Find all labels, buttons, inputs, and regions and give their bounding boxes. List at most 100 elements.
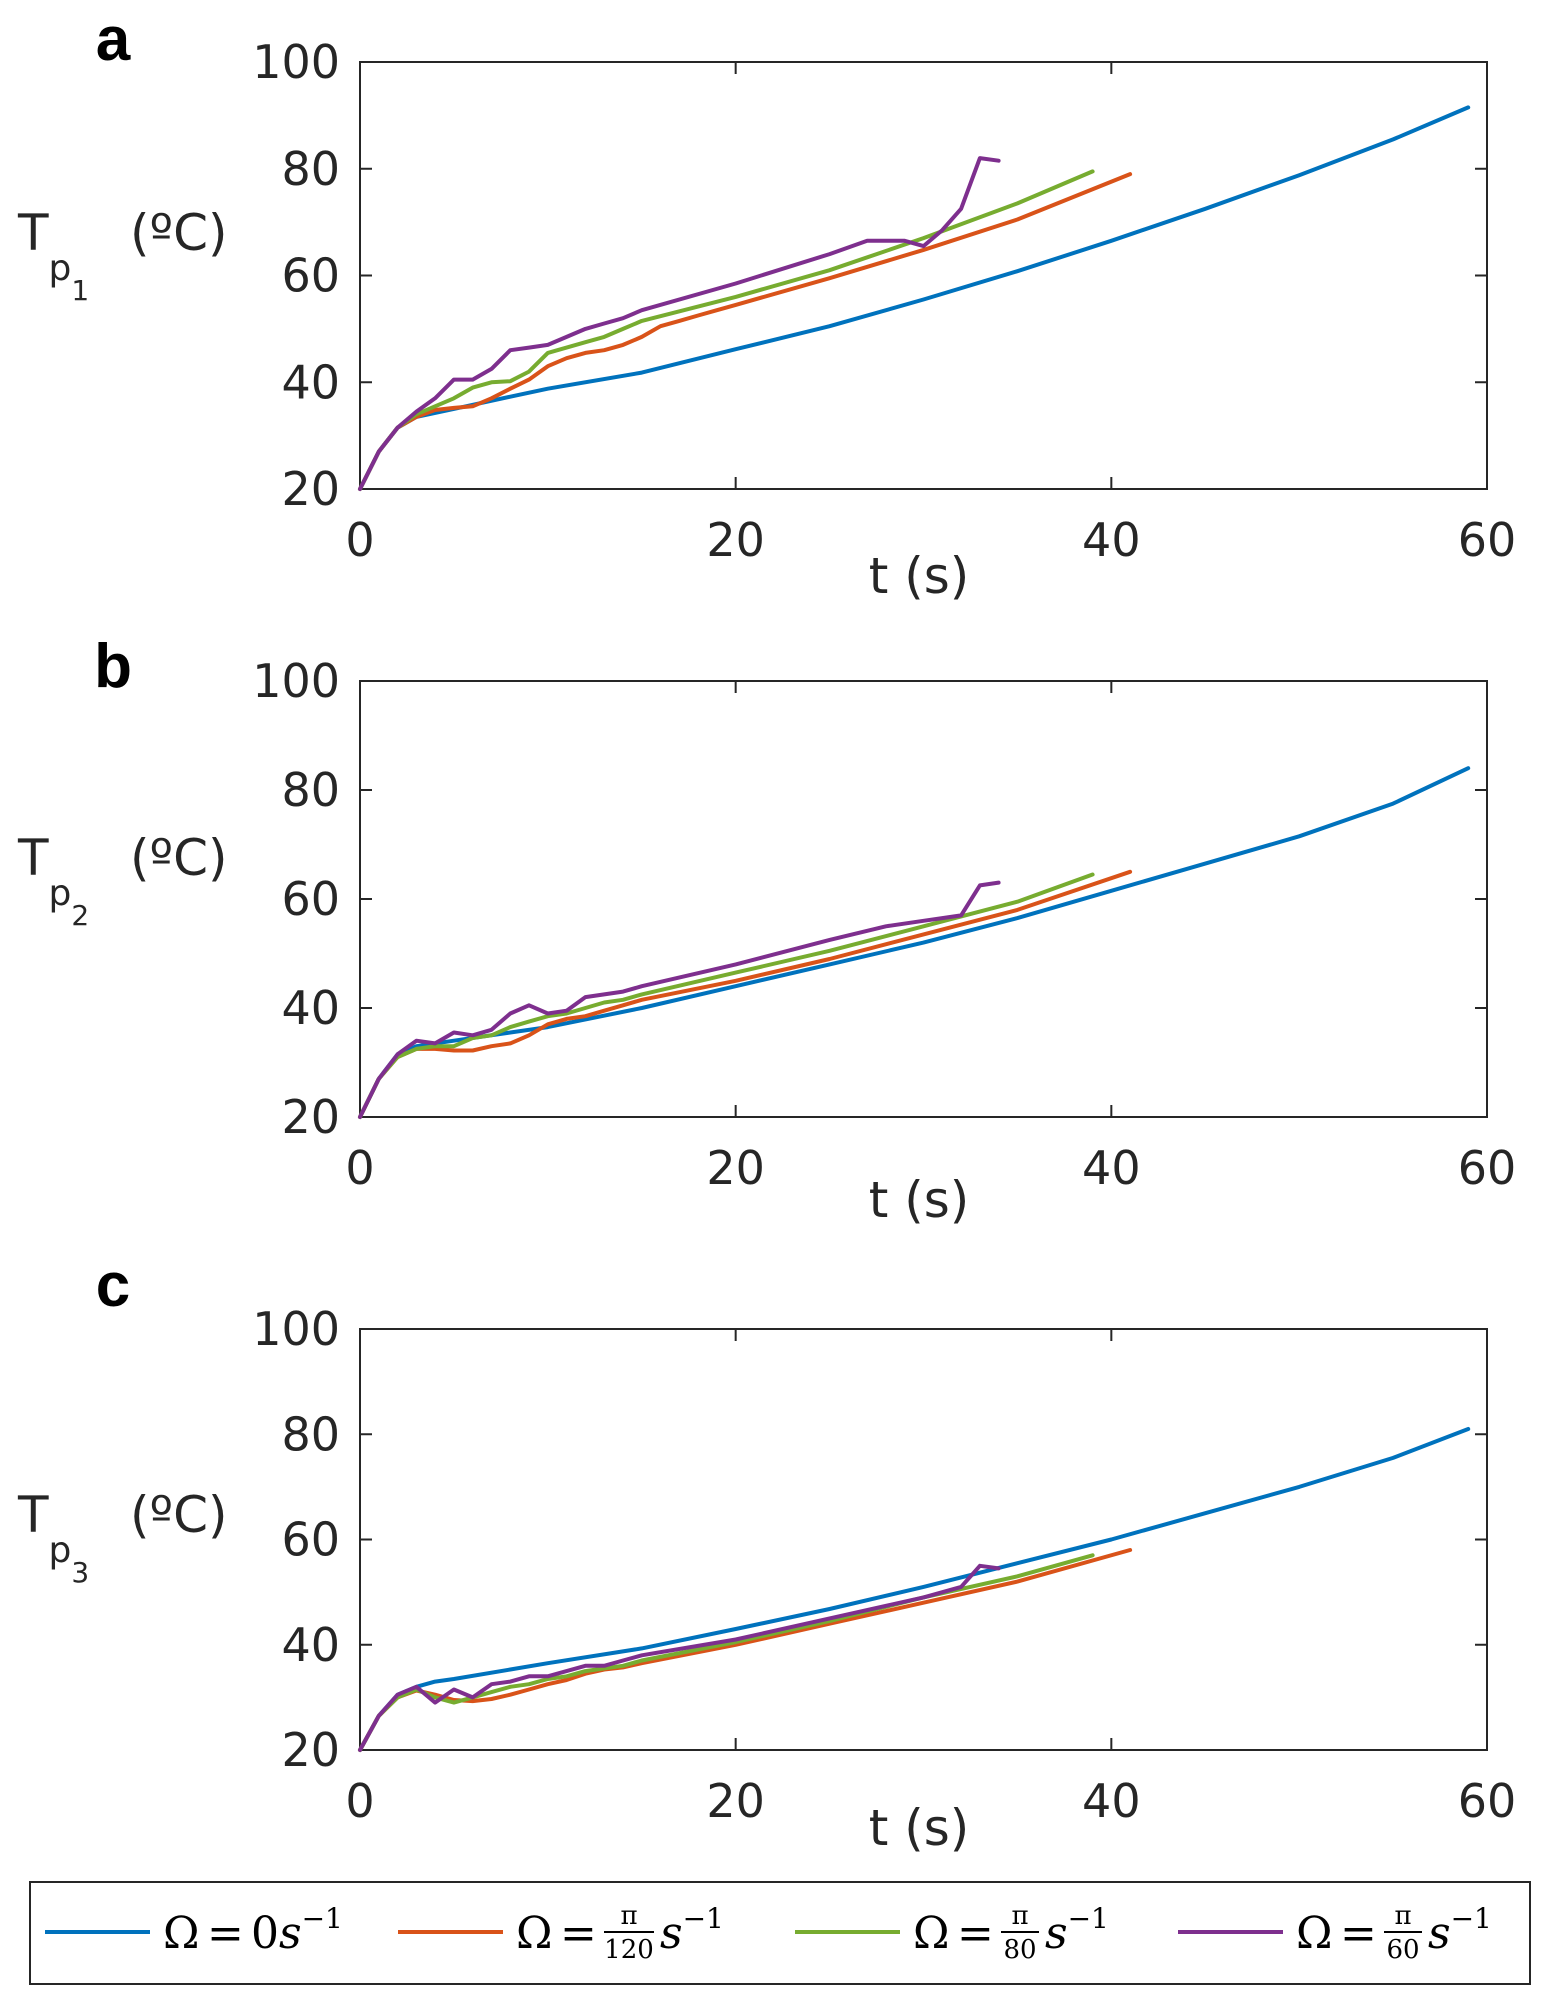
legend-fraction-denominator: 80 (1003, 1935, 1036, 1965)
x-axis-label: t (s) (869, 547, 970, 605)
legend-equals: = (560, 1908, 597, 1959)
x-tick-label: 40 (1082, 1774, 1141, 1828)
x-axis-label: t (s) (869, 1799, 970, 1857)
legend-fraction-denominator: 120 (604, 1935, 654, 1965)
x-tick-label: 0 (345, 513, 374, 567)
series-line-omega80 (358, 1553, 1095, 1752)
y-axis-label-unit: (ºC) (130, 1486, 228, 1544)
series-line-omega120 (358, 869, 1133, 1119)
legend-fraction-numerator: π (620, 1901, 637, 1931)
y-tick-label: 60 (281, 872, 340, 926)
y-axis-label-unit: (ºC) (130, 829, 228, 887)
y-tick-label: 60 (281, 249, 340, 303)
panel-letter: b (94, 632, 132, 701)
legend-equals: = (957, 1908, 994, 1959)
legend-unit-exp: −1 (1451, 1902, 1492, 1935)
y-tick-label: 40 (281, 355, 340, 409)
legend-entry-omega60: Ω = π 60 s−1 (1178, 1901, 1492, 1965)
legend-unit: s−1 (1428, 1902, 1492, 1959)
y-axis-label-subsub: 1 (71, 274, 89, 307)
legend-unit-base: s (279, 1908, 302, 1959)
y-axis-label-subsub: 2 (71, 899, 89, 932)
legend-unit-base: s (1045, 1908, 1068, 1959)
series-line-omega60 (358, 1563, 1001, 1752)
legend-unit: s−1 (1045, 1902, 1109, 1959)
legend-omega: Ω (1296, 1908, 1332, 1959)
legend-entry-omega120: Ω = π 120 s−1 (398, 1901, 724, 1965)
legend-entry-omega80: Ω = π 80 s−1 (795, 1901, 1109, 1965)
y-axis-label-sub: p (49, 248, 72, 289)
legend-unit-exp: −1 (683, 1902, 724, 1935)
y-tick-label: 80 (281, 142, 340, 196)
series-line-omega60 (358, 156, 1001, 491)
legend-equals: = (207, 1908, 244, 1959)
legend-value: 0 (251, 1908, 279, 1959)
y-axis-label-subsub: 3 (71, 1556, 89, 1589)
plot-frame (359, 61, 1488, 490)
legend-unit-base: s (660, 1908, 683, 1959)
x-tick-label: 60 (1458, 1774, 1517, 1828)
y-axis-label: Tp2 (ºC) (17, 829, 228, 932)
series-line-omega60 (358, 880, 1001, 1119)
y-axis-label: Tp3 (ºC) (17, 1486, 228, 1589)
legend-unit-exp: −1 (302, 1902, 343, 1935)
legend-fraction-numerator: π (1011, 1901, 1028, 1931)
x-tick-label: 20 (706, 513, 765, 567)
legend-equals: = (1340, 1908, 1377, 1959)
legend-unit-base: s (1428, 1908, 1451, 1959)
y-axis-label: Tp1 (ºC) (17, 204, 228, 307)
y-tick-label: 40 (281, 1618, 340, 1672)
series-line-omega80 (358, 872, 1095, 1119)
plot-frame (359, 680, 1488, 1118)
x-tick-label: 60 (1458, 1141, 1517, 1195)
legend-unit: s−1 (660, 1902, 724, 1959)
legend-unit: s−1 (279, 1902, 343, 1959)
y-tick-label: 20 (281, 462, 340, 516)
y-axis-label-main: T (17, 204, 49, 262)
x-tick-label: 20 (706, 1774, 765, 1828)
y-axis-label-unit: (ºC) (130, 204, 228, 262)
legend-fraction-denominator: 60 (1386, 1935, 1419, 1965)
x-tick-label: 60 (1458, 513, 1517, 567)
y-tick-label: 100 (252, 35, 340, 89)
panel-letter: c (96, 1251, 130, 1320)
panel-letter: a (96, 5, 131, 74)
x-tick-label: 20 (706, 1141, 765, 1195)
y-tick-label: 100 (252, 1302, 340, 1356)
y-tick-label: 100 (252, 654, 340, 708)
legend-omega: Ω (163, 1908, 199, 1959)
legend-omega: Ω (516, 1908, 552, 1959)
y-tick-label: 80 (281, 1407, 340, 1461)
y-tick-label: 60 (281, 1513, 340, 1567)
legend-entry-omega0: Ω = 0 s−1 (45, 1902, 343, 1959)
y-tick-label: 40 (281, 981, 340, 1035)
plot-frame (359, 1328, 1488, 1751)
series-line-omega120 (358, 1548, 1133, 1752)
y-tick-label: 80 (281, 763, 340, 817)
y-axis-label-sub: p (49, 873, 72, 914)
legend-omega: Ω (913, 1908, 949, 1959)
y-axis-label-main: T (17, 829, 49, 887)
legend-unit-exp: −1 (1068, 1902, 1109, 1935)
legend-fraction-numerator: π (1394, 1901, 1411, 1931)
y-axis-label-main: T (17, 1486, 49, 1544)
x-axis-label: t (s) (869, 1171, 970, 1229)
y-axis-label-sub: p (49, 1530, 72, 1571)
series-line-omega0 (358, 1427, 1471, 1752)
x-tick-label: 40 (1082, 513, 1141, 567)
y-tick-label: 20 (281, 1090, 340, 1144)
series-line-omega0 (358, 766, 1471, 1119)
series-line-omega0 (358, 105, 1471, 491)
x-tick-label: 0 (345, 1774, 374, 1828)
x-tick-label: 0 (345, 1141, 374, 1195)
x-tick-label: 40 (1082, 1141, 1141, 1195)
y-tick-label: 20 (281, 1723, 340, 1777)
series-line-omega80 (358, 169, 1095, 491)
series-line-omega120 (358, 172, 1133, 491)
